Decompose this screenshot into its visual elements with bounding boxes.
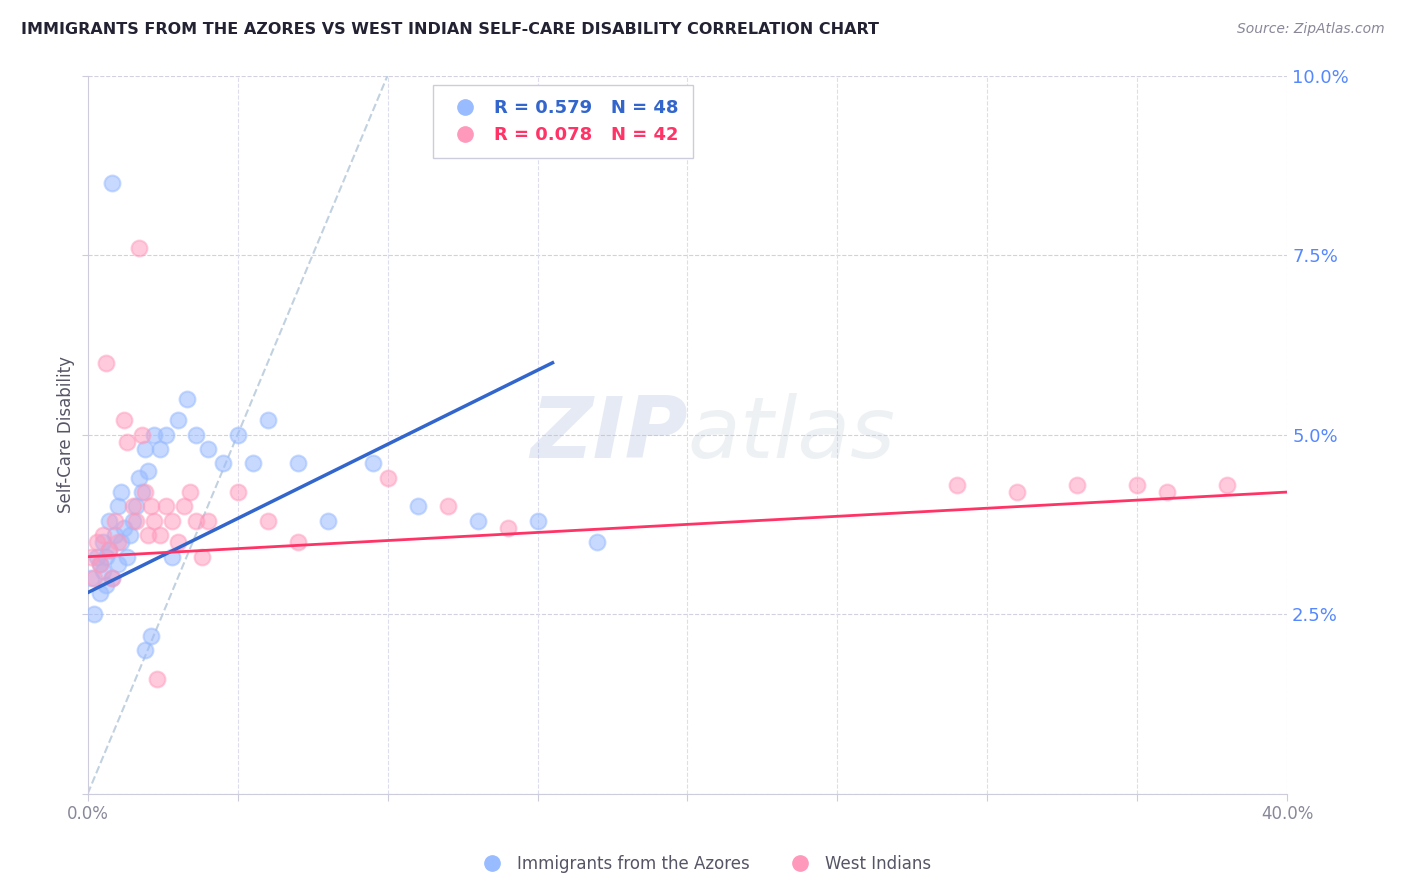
Point	[97, 542, 120, 557]
Point	[80, 549, 103, 564]
Point	[226, 427, 249, 442]
Text: ZIP: ZIP	[530, 393, 688, 476]
Point	[104, 514, 127, 528]
Point	[149, 442, 172, 456]
Point	[94, 549, 117, 564]
Point	[139, 629, 162, 643]
Point	[118, 528, 141, 542]
Point	[115, 549, 138, 564]
Point	[361, 456, 384, 470]
Point	[226, 485, 249, 500]
Point	[112, 413, 135, 427]
Point	[142, 427, 165, 442]
Point	[197, 442, 219, 456]
Point	[496, 521, 519, 535]
Y-axis label: Self-Care Disability: Self-Care Disability	[58, 356, 75, 513]
Point	[1066, 478, 1088, 492]
Point	[100, 176, 122, 190]
Point	[125, 500, 148, 514]
Point	[115, 434, 138, 449]
Point	[160, 549, 183, 564]
Point	[97, 542, 120, 557]
Point	[97, 514, 120, 528]
Point	[91, 564, 114, 578]
Point	[436, 500, 458, 514]
Point	[184, 427, 207, 442]
Point	[131, 427, 153, 442]
Point	[86, 535, 108, 549]
Point	[131, 485, 153, 500]
Point	[287, 456, 309, 470]
Point	[89, 557, 111, 571]
Point	[1216, 478, 1239, 492]
Point	[142, 514, 165, 528]
Point	[91, 528, 114, 542]
Point	[406, 500, 429, 514]
Point	[256, 413, 278, 427]
Point	[1156, 485, 1178, 500]
Text: IMMIGRANTS FROM THE AZORES VS WEST INDIAN SELF-CARE DISABILITY CORRELATION CHART: IMMIGRANTS FROM THE AZORES VS WEST INDIA…	[21, 22, 879, 37]
Point	[107, 500, 129, 514]
Point	[107, 535, 129, 549]
Point	[526, 514, 548, 528]
Point	[94, 356, 117, 370]
Point	[112, 521, 135, 535]
Point	[136, 463, 159, 477]
Point	[179, 485, 201, 500]
Point	[586, 535, 609, 549]
Point	[139, 500, 162, 514]
Point	[155, 500, 177, 514]
Point	[125, 514, 148, 528]
Point	[176, 392, 198, 406]
Point	[83, 571, 105, 585]
Point	[86, 549, 108, 564]
Point	[134, 643, 156, 657]
Point	[160, 514, 183, 528]
Point	[155, 427, 177, 442]
Point	[166, 413, 188, 427]
Point	[134, 485, 156, 500]
Point	[83, 607, 105, 621]
Legend: R = 0.579   N = 48, R = 0.078   N = 42: R = 0.579 N = 48, R = 0.078 N = 42	[433, 85, 693, 159]
Point	[1126, 478, 1149, 492]
Point	[121, 500, 143, 514]
Point	[104, 528, 127, 542]
Text: atlas: atlas	[688, 393, 896, 476]
Point	[287, 535, 309, 549]
Point	[110, 535, 132, 549]
Point	[242, 456, 264, 470]
Point	[377, 471, 399, 485]
Point	[121, 514, 143, 528]
Point	[467, 514, 489, 528]
Point	[134, 442, 156, 456]
Point	[100, 571, 122, 585]
Point	[128, 241, 150, 255]
Point	[91, 535, 114, 549]
Point	[1007, 485, 1029, 500]
Point	[149, 528, 172, 542]
Point	[100, 571, 122, 585]
Point	[316, 514, 339, 528]
Point	[256, 514, 278, 528]
Point	[184, 514, 207, 528]
Point	[946, 478, 969, 492]
Point	[173, 500, 195, 514]
Point	[136, 528, 159, 542]
Text: Source: ZipAtlas.com: Source: ZipAtlas.com	[1237, 22, 1385, 37]
Point	[94, 578, 117, 592]
Point	[89, 585, 111, 599]
Point	[107, 557, 129, 571]
Point	[166, 535, 188, 549]
Point	[110, 485, 132, 500]
Point	[145, 672, 167, 686]
Legend: Immigrants from the Azores, West Indians: Immigrants from the Azores, West Indians	[468, 848, 938, 880]
Point	[89, 557, 111, 571]
Point	[128, 471, 150, 485]
Point	[197, 514, 219, 528]
Point	[211, 456, 233, 470]
Point	[80, 571, 103, 585]
Point	[190, 549, 212, 564]
